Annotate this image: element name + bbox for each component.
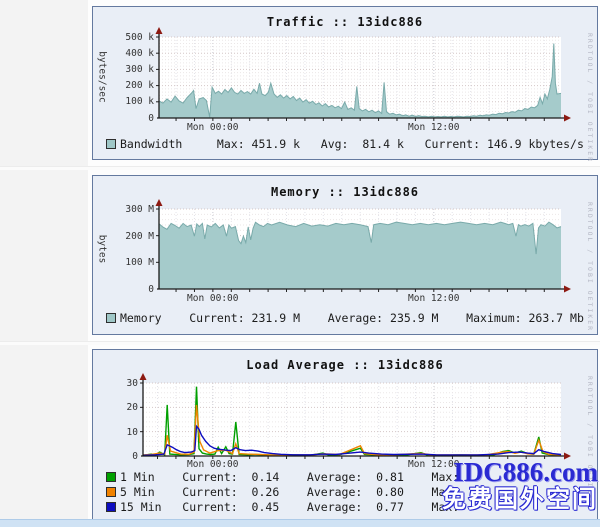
load-5min-swatch — [106, 487, 116, 497]
memory-chart — [155, 199, 571, 293]
y-tick-label: 200 k — [125, 80, 154, 91]
y-tick-label: 20 — [126, 402, 138, 413]
x-tick-label: Mon 12:00 — [408, 459, 460, 470]
graph-title: Memory :: 13idc886 — [270, 185, 420, 199]
legend-row-1min: 1 Min Current: 0.14 Average: 0.81 Max: — [93, 470, 597, 484]
rrdtool-signature: RRDTOOL / TOBI OETIKER — [586, 376, 594, 507]
traffic-chart — [155, 27, 571, 122]
load-15min-swatch — [106, 502, 116, 512]
legend-row: Memory Current: 231.9 M Average: 235.9 M… — [93, 311, 597, 325]
y-tick-label: 100 k — [125, 96, 154, 107]
y-axis-label: bytes/sec — [96, 51, 108, 103]
row-divider — [0, 166, 600, 170]
legend-text: 1 Min Current: 0.14 Average: 0.81 Max: — [120, 470, 460, 484]
x-tick-label: Mon 00:00 — [187, 293, 239, 304]
x-tick-label: Mon 00:00 — [187, 122, 239, 133]
load-chart — [139, 373, 571, 460]
y-tick-label: 0 — [132, 451, 138, 462]
row-divider — [0, 341, 600, 345]
y-tick-label: 200 M — [125, 231, 154, 242]
x-tick-label: Mon 12:00 — [408, 122, 460, 133]
y-axis-label: bytes — [96, 234, 108, 264]
legend-text: Memory Current: 231.9 M Average: 235.9 M… — [120, 311, 584, 325]
y-tick-label: 500 k — [125, 32, 154, 43]
rrdtool-signature: RRDTOOL / TOBI OETIKER — [586, 33, 594, 164]
y-tick-label: 400 k — [125, 48, 154, 59]
legend-text: Bandwidth Max: 451.9 k Avg: 81.4 k Curre… — [120, 137, 584, 151]
legend-row-15min: 15 Min Current: 0.45 Average: 0.77 Max: — [93, 500, 597, 514]
memory-graph-panel[interactable]: Memory :: 13idc886 RRDTOOL / TOBI OETIKE… — [92, 175, 598, 335]
legend-text: 15 Min Current: 0.45 Average: 0.77 Max: — [120, 500, 460, 514]
y-tick-label: 0 — [148, 113, 154, 124]
load-1min-swatch — [106, 472, 116, 482]
x-tick-label: Mon 12:00 — [408, 293, 460, 304]
bandwidth-swatch — [106, 139, 116, 149]
y-tick-label: 0 — [148, 284, 154, 295]
graph-title: Load Average :: 13idc886 — [246, 358, 444, 372]
legend-text: 5 Min Current: 0.26 Average: 0.80 Max: — [120, 485, 460, 499]
load-graph-panel[interactable]: Load Average :: 13idc886 RRDTOOL / TOBI … — [92, 349, 598, 521]
rrdtool-signature: RRDTOOL / TOBI OETIKER — [586, 202, 594, 333]
y-tick-label: 300 M — [125, 204, 154, 215]
footer-strip — [0, 519, 600, 527]
y-tick-label: 10 — [126, 427, 138, 438]
memory-swatch — [106, 313, 116, 323]
x-tick-label: Mon 00:00 — [187, 459, 239, 470]
y-tick-label: 300 k — [125, 64, 154, 75]
graph-title: Traffic :: 13idc886 — [266, 15, 424, 29]
legend-row-5min: 5 Min Current: 0.26 Average: 0.80 Max: — [93, 485, 597, 499]
legend-row: Bandwidth Max: 451.9 k Avg: 81.4 k Curre… — [93, 137, 597, 151]
traffic-graph-panel[interactable]: Traffic :: 13idc886 RRDTOOL / TOBI OETIK… — [92, 6, 598, 164]
y-tick-label: 100 M — [125, 257, 154, 268]
sidebar: Traffic Graph: Memory Graph: Load Graph: — [0, 0, 88, 519]
y-tick-label: 30 — [126, 378, 138, 389]
